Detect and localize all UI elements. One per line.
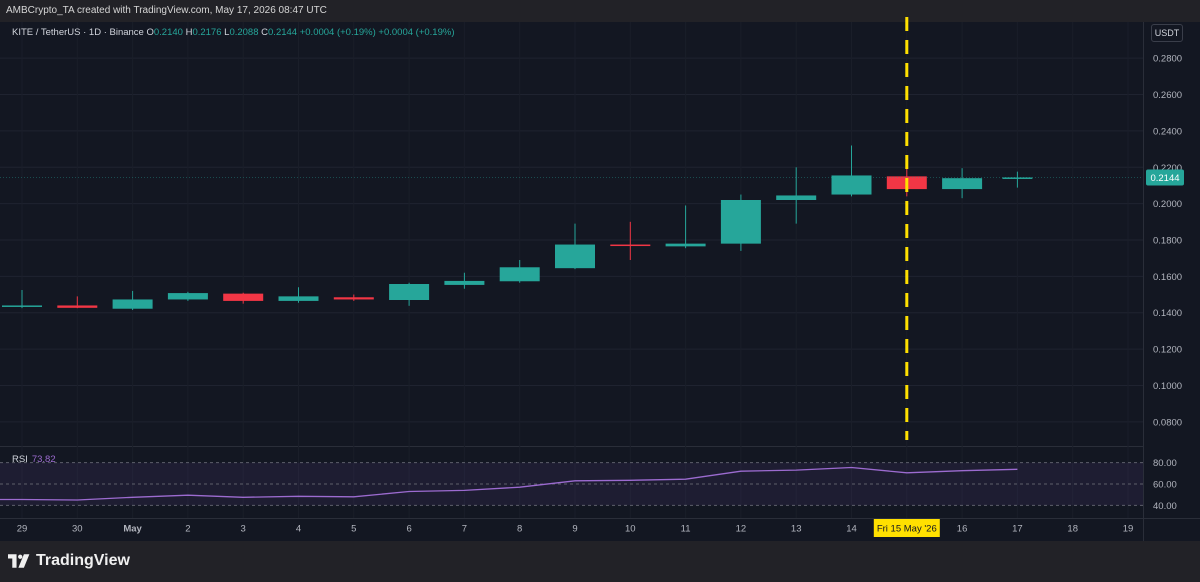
candle-body: [1002, 177, 1033, 179]
time-tick-label: 17: [1012, 524, 1023, 535]
price-tick-label: 0.2000: [1153, 199, 1182, 210]
rsi-line-group: [0, 466, 1018, 501]
time-tick-label: 12: [736, 524, 747, 535]
time-tick-label: 3: [241, 524, 246, 535]
candles: [2, 145, 1033, 310]
time-tick-label: 2: [185, 524, 190, 535]
candle-body: [831, 175, 872, 195]
candle-body: [223, 293, 264, 301]
open-label: O: [146, 27, 154, 38]
symbol-name: KITE / TetherUS · 1D · Binance: [12, 27, 144, 38]
time-tick-label: 4: [296, 524, 301, 535]
time-tick-label: 9: [572, 524, 577, 535]
time-tick-label: 8: [517, 524, 522, 535]
price-tick-label: 0.2200: [1153, 163, 1182, 174]
price-chart[interactable]: 0.2800 0.2600 0.2400 0.2200 0.2000 0.1800 0.16…: [0, 0, 1200, 541]
rsi-tick-label: 40.00: [1153, 501, 1177, 512]
rsi-tick-label: 60.00: [1153, 480, 1177, 491]
price-scale-bg: [1143, 22, 1200, 541]
price-tick-label: 0.1400: [1153, 308, 1182, 319]
tradingview-brand[interactable]: TradingView: [8, 550, 130, 572]
gridlines: [0, 22, 1143, 518]
crosshair-overlay: 0.2144: [0, 17, 1184, 440]
close-label: C: [261, 27, 269, 38]
attribution-text: AMBCrypto_TA created with TradingView.co…: [6, 5, 327, 16]
high-value: 0.2176: [192, 27, 222, 38]
candle-body: [720, 200, 761, 244]
change-value: +0.0004 (+0.19%): [299, 27, 376, 38]
last-price-tag: [1146, 169, 1184, 186]
candle-body: [499, 267, 540, 282]
rsi-band: [0, 462, 1143, 506]
price-tick-label: 0.0800: [1153, 417, 1182, 428]
price-tick-label: 0.1000: [1153, 381, 1182, 392]
highlighted-date-label: Fri 15 May '26: [877, 524, 937, 535]
time-tick-label: May: [123, 524, 142, 535]
price-tick-label: 0.2400: [1153, 126, 1182, 137]
rsi-line: [0, 466, 1018, 501]
candle-body: [278, 296, 319, 301]
candle-body: [389, 284, 430, 300]
price-axis-ticks: 0.2800 0.2600 0.2400 0.2200 0.2000 0.1800 0.16…: [1153, 54, 1182, 512]
rsi-tick-label: 80.00: [1153, 458, 1177, 469]
time-tick-label: 7: [462, 524, 467, 535]
time-tick-label: 13: [791, 524, 802, 535]
price-tick-label: 0.1600: [1153, 272, 1182, 283]
candle-body: [57, 305, 98, 308]
close-value: 0.2144: [268, 27, 298, 38]
candle-body: [776, 195, 817, 200]
footer-bar: [0, 541, 1200, 582]
high-label: H: [185, 27, 193, 38]
candle-body: [444, 280, 485, 285]
time-tick-label: 14: [846, 524, 857, 535]
price-tick-label: 0.2800: [1153, 54, 1182, 65]
price-tick-label: 0.1200: [1153, 345, 1182, 356]
time-tick-label: 16: [957, 524, 968, 535]
time-tick-label: 18: [1067, 524, 1078, 535]
candle-body: [665, 243, 706, 247]
time-scale-bg: [0, 518, 1143, 541]
time-tick-label: 30: [72, 524, 83, 535]
low-label: L: [224, 27, 230, 38]
time-tick-label: 10: [625, 524, 636, 535]
price-tick-label: 0.1800: [1153, 236, 1182, 247]
candle-body: [167, 293, 208, 300]
time-tick-label: 19: [1123, 524, 1134, 535]
rsi-value: 73.82: [31, 454, 56, 465]
symbol-legend: KITE / TetherUS · 1D · Binance O0.2140 H…: [12, 27, 454, 38]
candle-body: [112, 299, 153, 309]
tradingview-logo-icon: [8, 554, 30, 568]
candle-body: [2, 305, 42, 307]
attribution-bar: AMBCrypto_TA created with TradingView.co…: [0, 0, 1200, 22]
candle-body: [942, 178, 983, 190]
time-tick-label: 29: [17, 524, 28, 535]
candle-body: [333, 297, 374, 300]
highlighted-date-box: [873, 519, 940, 537]
candle-body: [555, 244, 595, 269]
time-axis-ticks: 29 30 May 2 3 4 5 6 7 8 9 10 11 12 13 14 Fri 15 May '26 1…: [17, 519, 1134, 537]
rsi-label-text: RSI: [12, 454, 28, 465]
last-price-label: 0.2144: [1150, 173, 1179, 184]
time-tick-label: 6: [406, 524, 411, 535]
candle-body: [610, 244, 651, 247]
price-tick-label: 0.2600: [1153, 90, 1182, 101]
brand-name: TradingView: [36, 552, 130, 569]
change-value-2: +0.0004 (+0.19%): [378, 27, 455, 38]
rsi-legend: RSI 73.82: [12, 454, 56, 465]
time-tick-label: 5: [351, 524, 356, 535]
currency-button[interactable]: USDT: [1151, 24, 1183, 42]
time-tick-label: 11: [681, 524, 691, 535]
main-pane-bg: [0, 22, 1143, 518]
low-value: 0.2088: [229, 27, 259, 38]
open-value: 0.2140: [153, 27, 183, 38]
